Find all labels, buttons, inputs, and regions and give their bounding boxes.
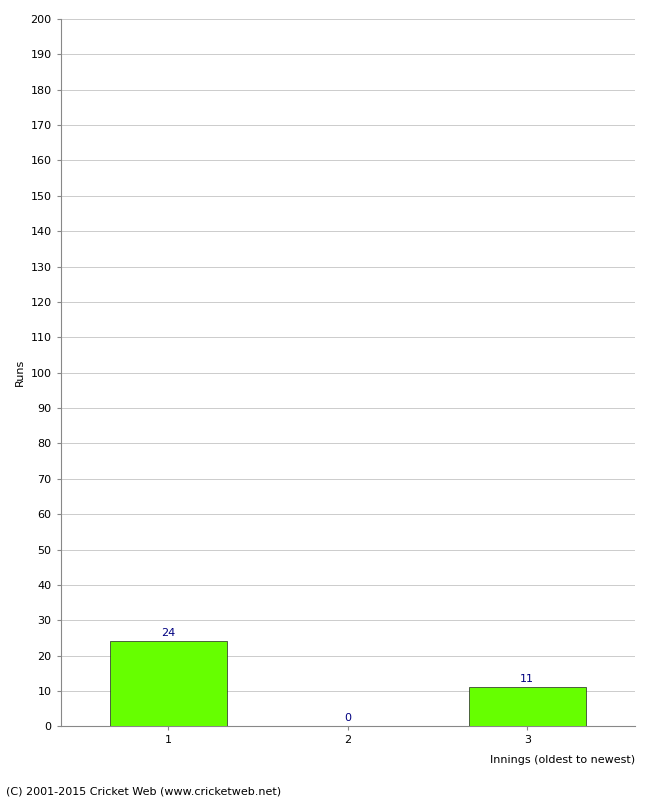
Bar: [110, 642, 227, 726]
Bar: [469, 687, 586, 726]
Text: 11: 11: [520, 674, 534, 684]
Text: 0: 0: [344, 713, 352, 723]
Text: Innings (oldest to newest): Innings (oldest to newest): [490, 754, 635, 765]
Text: 24: 24: [161, 628, 176, 638]
Text: (C) 2001-2015 Cricket Web (www.cricketweb.net): (C) 2001-2015 Cricket Web (www.cricketwe…: [6, 786, 281, 796]
Y-axis label: Runs: Runs: [15, 359, 25, 386]
